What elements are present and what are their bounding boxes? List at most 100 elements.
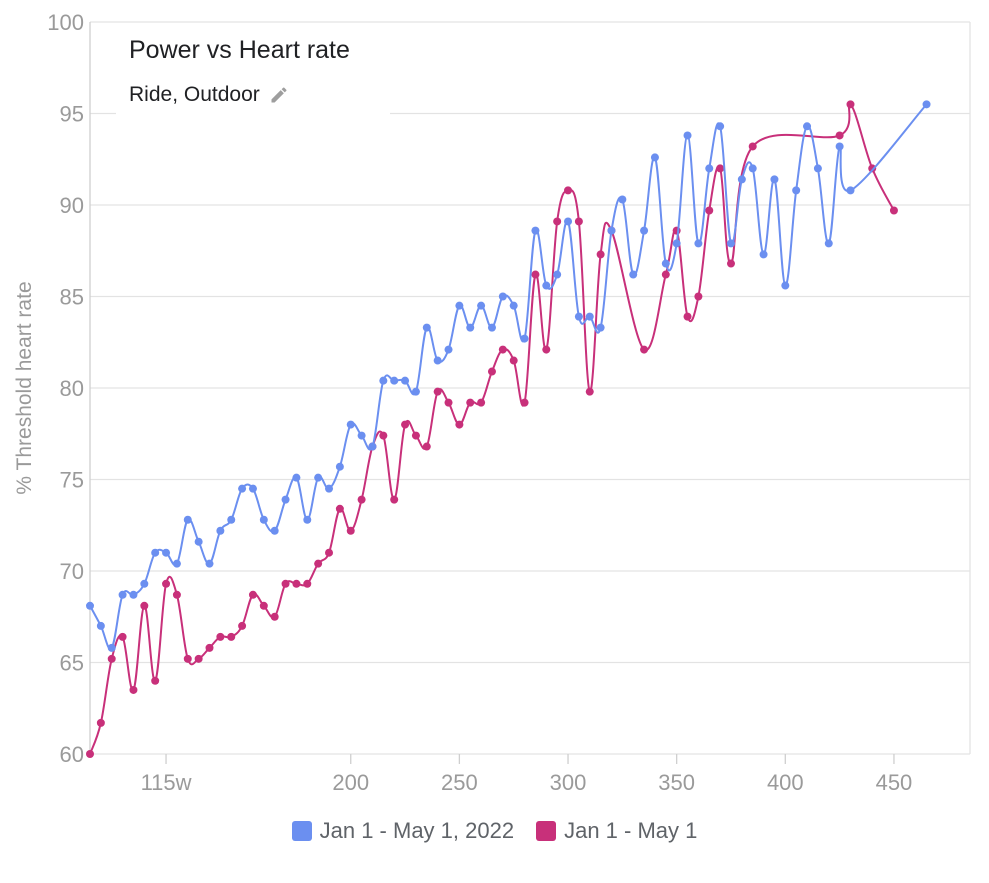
data-point-series-1 [683,131,692,140]
data-point-series-2 [96,718,105,727]
data-point-series-1 [498,292,507,301]
data-point-series-2 [390,495,399,504]
data-point-series-1 [325,484,334,493]
data-point-series-2 [509,356,518,365]
data-point-series-1 [259,515,268,524]
data-point-series-2 [683,312,692,321]
data-point-series-2 [140,601,149,610]
data-point-series-2 [303,579,312,588]
data-point-series-2 [194,654,203,663]
data-point-series-1 [172,559,181,568]
y-tick-label: 100 [47,10,84,35]
y-tick-label: 80 [60,376,84,401]
data-point-series-2 [172,590,181,599]
x-tick-label: 250 [441,770,478,795]
data-point-series-2 [281,579,290,588]
data-point-series-2 [444,398,453,407]
data-point-series-1 [444,345,453,354]
data-point-series-2 [238,621,247,630]
data-point-series-2 [531,270,540,279]
data-point-series-1 [238,484,247,493]
data-point-series-1 [531,226,540,235]
data-point-series-2 [868,164,877,173]
grid-layer [90,21,971,755]
data-point-series-2 [585,387,594,396]
data-point-series-1 [487,323,496,332]
y-tick-label: 90 [60,193,84,218]
data-point-series-1 [411,387,420,396]
data-point-series-2 [596,250,605,259]
data-point-series-2 [542,345,551,354]
pencil-icon[interactable] [269,85,289,105]
y-tick-label: 65 [60,651,84,676]
legend-item-series-1[interactable]: Jan 1 - May 1, 2022 [291,818,514,844]
data-point-series-2 [846,100,855,109]
data-point-series-2 [151,676,160,685]
data-point-series-2 [455,420,464,429]
data-point-series-1 [477,301,486,310]
data-point-series-1 [140,579,149,588]
y-axis-title: % Threshold heart rate [13,281,36,494]
data-point-series-1 [129,590,138,599]
data-point-series-1 [650,153,659,162]
data-point-series-1 [368,442,377,451]
data-point-series-2 [129,685,138,694]
data-point-series-1 [824,239,833,248]
data-point-series-1 [705,164,714,173]
data-point-series-2 [183,654,192,663]
y-tick-label: 70 [60,559,84,584]
data-point-series-2 [748,142,757,151]
data-point-series-2 [357,495,366,504]
title-panel [116,26,390,116]
data-point-series-1 [781,281,790,290]
data-point-series-1 [922,100,931,109]
data-point-series-1 [672,239,681,248]
data-point-series-2 [292,579,301,588]
data-point-series-1 [227,515,236,524]
data-point-series-1 [292,473,301,482]
y-tick-label: 95 [60,102,84,127]
data-point-series-1 [151,548,160,557]
data-point-series-2 [498,345,507,354]
data-point-series-1 [835,142,844,151]
legend-item-series-2[interactable]: Jan 1 - May 1 [536,818,697,844]
data-point-series-1 [433,356,442,365]
data-point-series-1 [509,301,518,310]
data-point-series-2 [411,431,420,440]
chart-legend: Jan 1 - May 1, 2022 Jan 1 - May 1 [0,818,989,844]
legend-swatch-series-2 [536,821,557,841]
data-point-series-1 [314,473,323,482]
data-point-series-2 [672,226,681,235]
y-tick-label: 85 [60,285,84,310]
legend-swatch-series-1 [291,821,312,841]
data-point-series-1 [357,431,366,440]
data-point-series-2 [227,632,236,641]
data-point-series-2 [487,367,496,376]
data-point-series-2 [401,420,410,429]
data-point-series-2 [466,398,475,407]
chart-subtitle[interactable]: Ride, Outdoor [129,83,289,107]
y-tick-label: 75 [60,468,84,493]
data-point-series-1 [205,559,214,568]
data-point-series-1 [281,495,290,504]
data-point-series-2 [835,131,844,140]
data-point-series-2 [889,206,898,215]
data-point-series-1 [770,175,779,184]
data-point-series-2 [694,292,703,301]
data-point-series-2 [248,590,257,599]
data-point-series-1 [248,484,257,493]
data-point-series-2 [726,259,735,268]
data-point-series-2 [574,217,583,226]
data-point-series-1 [737,175,746,184]
series-line-2 [89,102,895,755]
data-point-series-2 [205,643,214,652]
data-point-series-1 [759,250,768,259]
data-point-series-2 [433,387,442,396]
data-point-series-2 [553,217,562,226]
data-point-series-2 [477,398,486,407]
x-tick-label: 400 [767,770,804,795]
data-point-series-1 [629,270,638,279]
data-point-series-2 [520,398,529,407]
data-point-series-1 [520,334,529,343]
data-point-series-2 [346,526,355,535]
